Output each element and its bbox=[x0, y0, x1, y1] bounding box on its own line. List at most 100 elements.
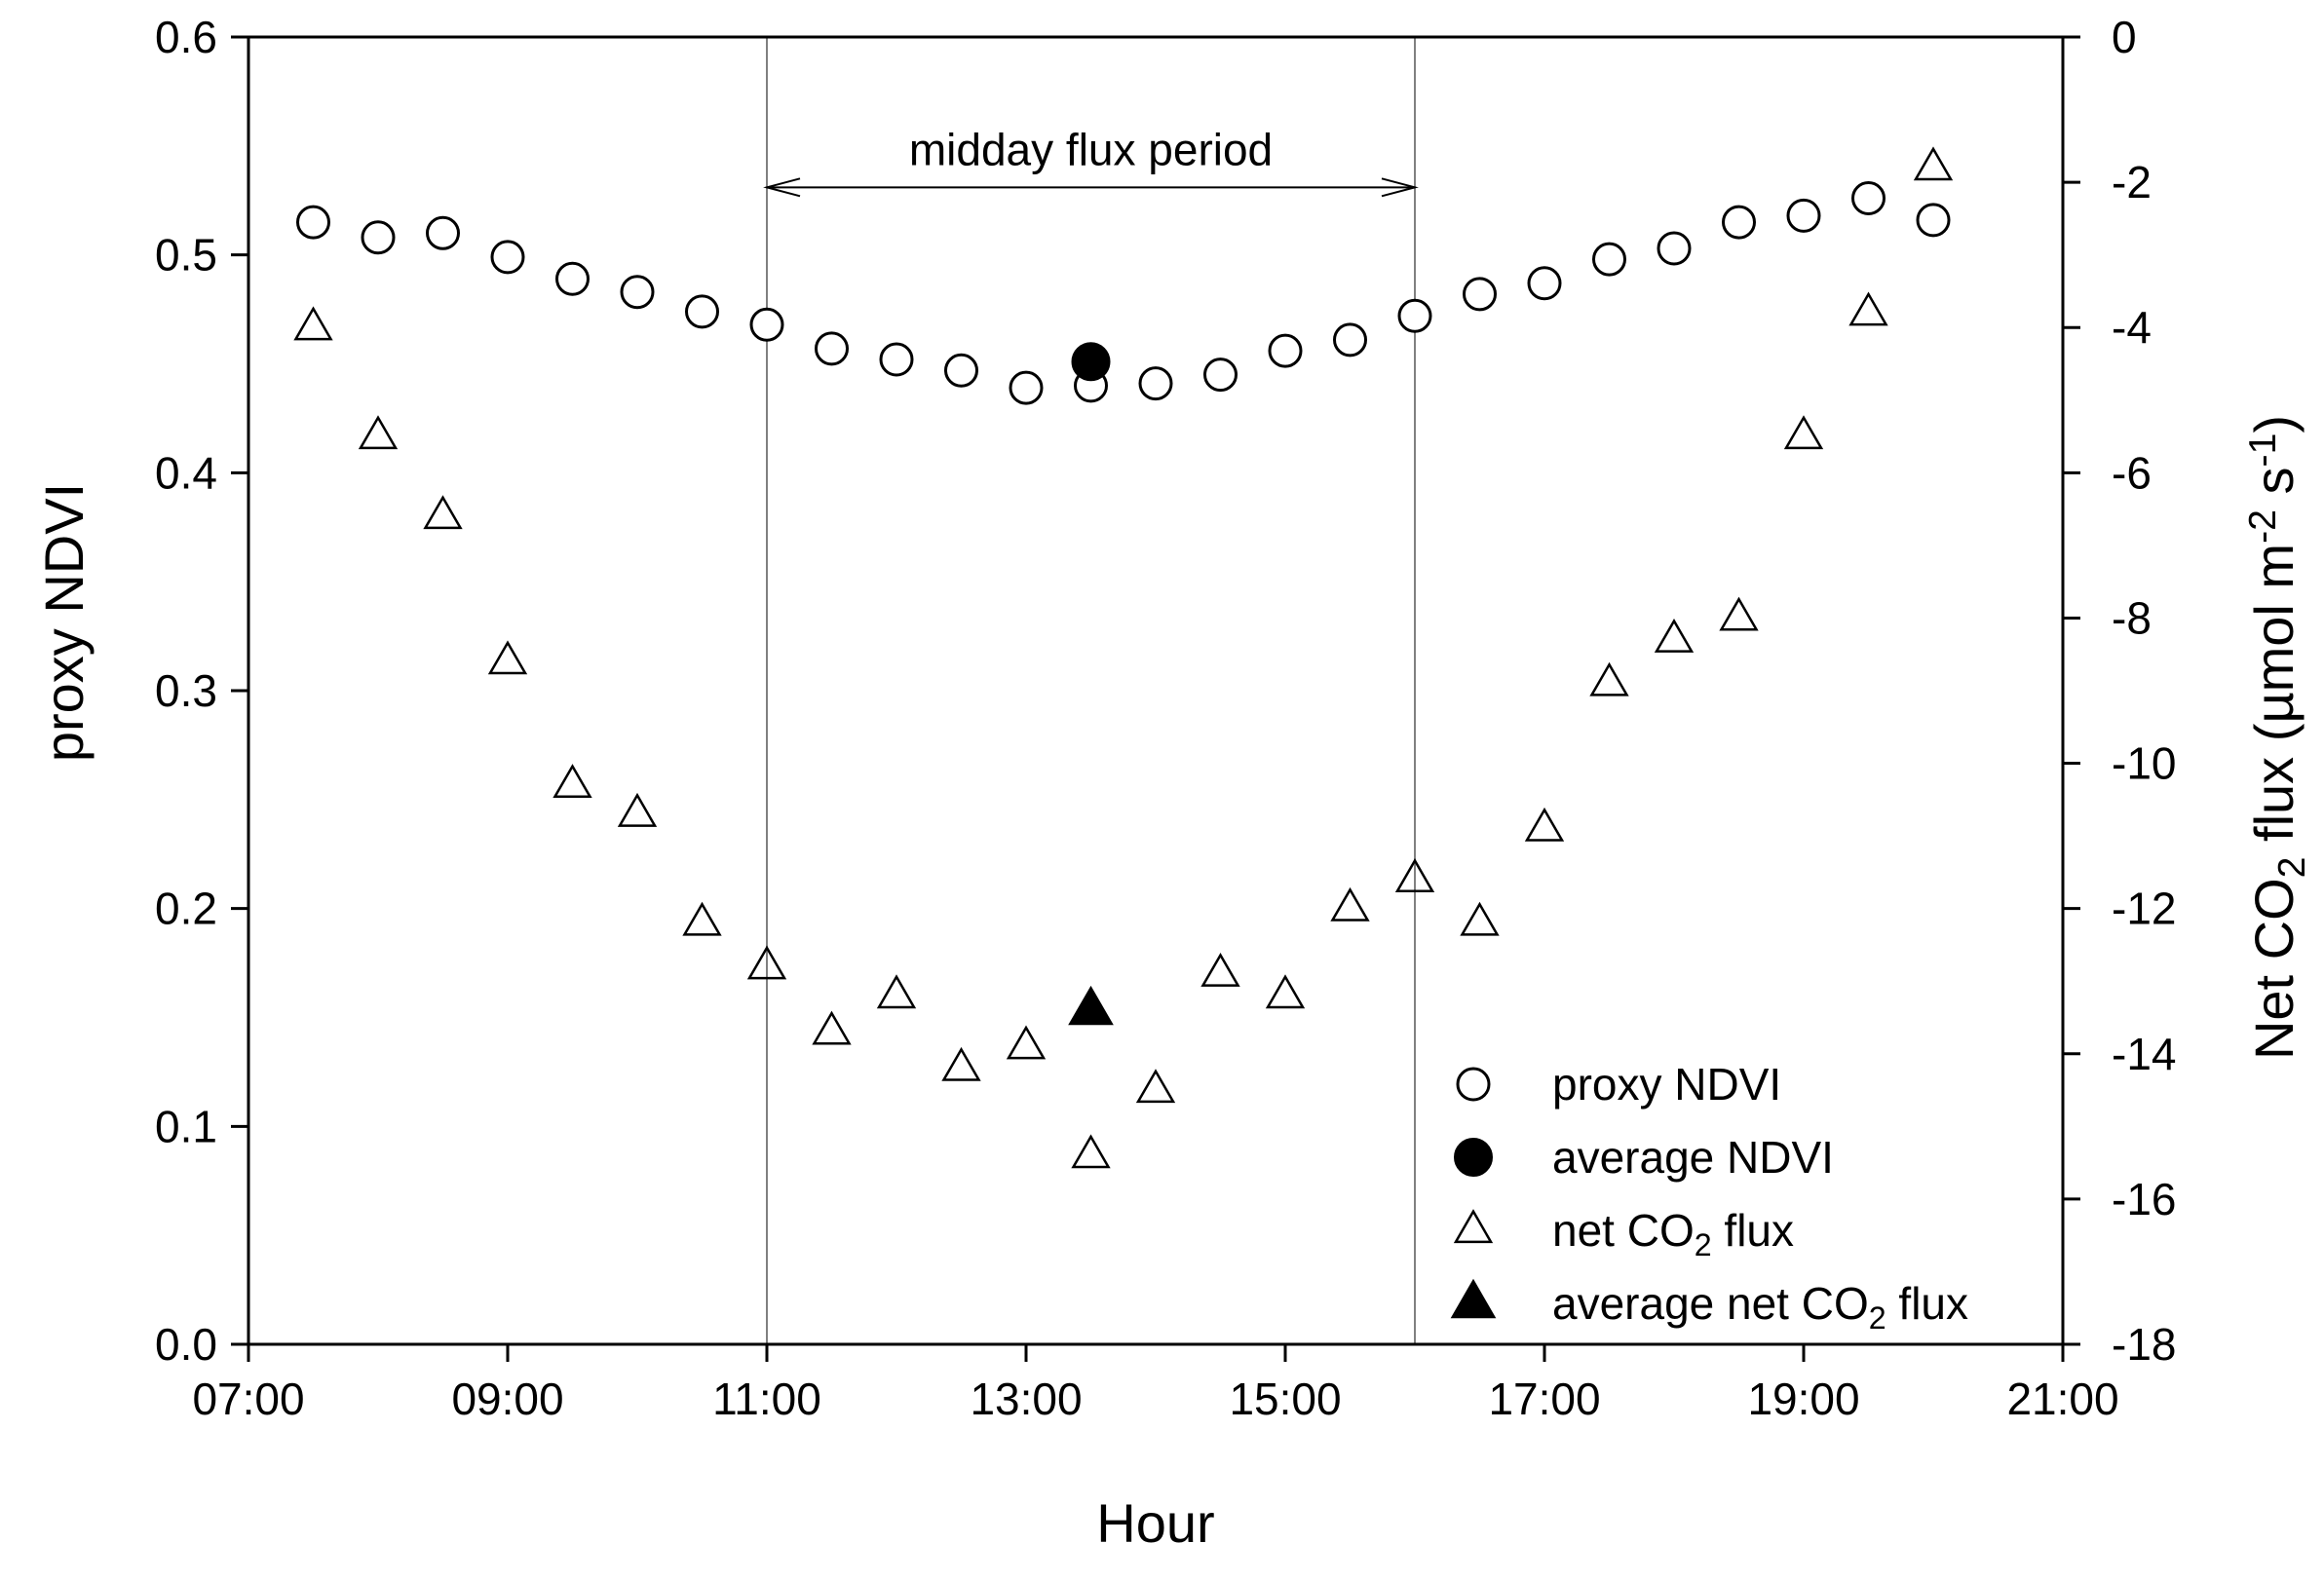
net-co2-flux-point bbox=[1913, 146, 1954, 181]
x-tick-label: 17:00 bbox=[1488, 1374, 1600, 1424]
legend-label-1: average NDVI bbox=[1552, 1132, 1834, 1183]
proxy-ndvi-point bbox=[1463, 277, 1497, 312]
net-co2-flux-point bbox=[1524, 807, 1565, 842]
proxy-ndvi-point bbox=[490, 240, 525, 275]
net-co2-flux-point bbox=[812, 1010, 852, 1045]
right-y-tick-label: -6 bbox=[2112, 447, 2152, 498]
left-y-axis-title: proxy NDVI bbox=[33, 483, 95, 762]
legend-marker-0 bbox=[1456, 1067, 1491, 1102]
right-y-tick-label: -10 bbox=[2112, 738, 2176, 789]
legend-label-3: average net CO2 flux bbox=[1552, 1278, 1968, 1336]
left-y-tick-label: 0.2 bbox=[155, 884, 217, 934]
net-co2-flux-point bbox=[423, 495, 463, 530]
net-co2-flux-point bbox=[746, 945, 787, 980]
net-co2-flux-point bbox=[1071, 1134, 1111, 1169]
legend-label-2-main: net CO bbox=[1552, 1205, 1695, 1256]
right-y-title-sup1: -2 bbox=[2242, 509, 2284, 544]
proxy-ndvi-point bbox=[1527, 266, 1562, 301]
net-co2-flux-point bbox=[1654, 618, 1695, 653]
right-y-title-sup2: -1 bbox=[2242, 433, 2284, 468]
net-co2-flux-point bbox=[293, 306, 333, 341]
proxy-ndvi-point bbox=[1203, 358, 1238, 393]
net-co2-flux-point bbox=[1848, 291, 1888, 326]
left-y-tick-label: 0.4 bbox=[155, 447, 217, 498]
net-co2-flux-point bbox=[487, 640, 528, 675]
net-co2-flux-point bbox=[1006, 1025, 1047, 1060]
legend-marker-2 bbox=[1453, 1209, 1494, 1244]
legend-label-0: proxy NDVI bbox=[1552, 1059, 1781, 1110]
left-y-tick-label: 0.5 bbox=[155, 230, 217, 281]
x-tick-label: 11:00 bbox=[712, 1374, 821, 1424]
proxy-ndvi-point bbox=[1333, 322, 1367, 358]
annotations-layer: midday flux period bbox=[763, 37, 1419, 1344]
net-co2-flux-point bbox=[1265, 974, 1306, 1009]
net-co2-flux-point bbox=[358, 415, 399, 450]
proxy-ndvi-point bbox=[1851, 181, 1886, 216]
net-co2-flux-point bbox=[1783, 415, 1824, 450]
right-y-title-sub: 2 bbox=[2271, 857, 2313, 879]
proxy-ndvi-point bbox=[426, 215, 460, 250]
net-co2-flux-point bbox=[682, 901, 722, 936]
right-y-axis-title: Net CO2 flux (µmol m-2 s-1) bbox=[2242, 415, 2312, 1060]
x-axis-title: Hour bbox=[1096, 1492, 1214, 1554]
net-co2-flux-point bbox=[1330, 886, 1370, 922]
axes-layer: 07:00 09:00 11:00 13:00 15:00 17:00 19:00 21:00… bbox=[155, 12, 2176, 1424]
midday-period-arrow-left-head bbox=[763, 177, 801, 198]
right-y-tick-label: -18 bbox=[2112, 1319, 2176, 1370]
proxy-ndvi-point bbox=[1786, 198, 1821, 233]
net-co2-flux-point bbox=[1589, 661, 1629, 696]
legend-label-3-sub: 2 bbox=[1869, 1300, 1886, 1336]
proxy-ndvi-point bbox=[361, 220, 396, 255]
net-co2-flux-point bbox=[941, 1046, 981, 1081]
proxy-ndvi-point bbox=[1268, 333, 1303, 368]
legend-marker-1 bbox=[1454, 1138, 1493, 1177]
x-tick-label: 07:00 bbox=[192, 1374, 304, 1424]
x-tick-label: 09:00 bbox=[451, 1374, 563, 1424]
proxy-ndvi-point bbox=[879, 342, 914, 377]
right-y-tick-label: -16 bbox=[2112, 1174, 2176, 1224]
net-co2-flux-point bbox=[1460, 901, 1500, 936]
right-y-tick-label: -4 bbox=[2112, 302, 2152, 353]
legend-marker-3 bbox=[1450, 1278, 1497, 1319]
net-co2-flux-point bbox=[617, 792, 658, 827]
right-y-title-rest: flux (µmol m bbox=[2243, 544, 2305, 857]
proxy-ndvi-point bbox=[944, 353, 978, 388]
x-tick-label: 13:00 bbox=[970, 1374, 1082, 1424]
proxy-ndvi-point bbox=[1009, 370, 1044, 405]
proxy-ndvi-point bbox=[1722, 205, 1756, 240]
left-y-tick-label: 0.6 bbox=[155, 12, 217, 62]
right-y-title-main: Net CO bbox=[2243, 878, 2305, 1060]
net-co2-flux-point bbox=[1200, 952, 1240, 987]
net-co2-flux-point bbox=[552, 764, 592, 799]
average-ndvi-point bbox=[1071, 342, 1111, 382]
proxy-ndvi-point bbox=[1397, 298, 1432, 333]
proxy-ndvi-point bbox=[1138, 366, 1173, 401]
right-y-tick-label: 0 bbox=[2112, 12, 2137, 62]
legend-label-3-main: average net CO bbox=[1552, 1278, 1869, 1329]
right-y-title-mid: s bbox=[2243, 467, 2305, 509]
proxy-ndvi-point bbox=[749, 307, 784, 342]
proxy-ndvi-point bbox=[1916, 203, 1951, 238]
net-co2-flux-point bbox=[876, 974, 917, 1009]
average-net-co2-flux-point bbox=[1068, 985, 1114, 1026]
proxy-ndvi-point bbox=[1657, 231, 1692, 266]
x-tick-label: 15:00 bbox=[1229, 1374, 1341, 1424]
marks-layer bbox=[293, 146, 1954, 1169]
x-tick-label: 19:00 bbox=[1747, 1374, 1859, 1424]
proxy-ndvi-point bbox=[555, 261, 590, 296]
legend-label-2: net CO2 flux bbox=[1552, 1205, 1794, 1262]
net-co2-flux-point bbox=[1719, 596, 1759, 631]
right-y-tick-label: -8 bbox=[2112, 592, 2152, 643]
right-y-tick-label: -14 bbox=[2112, 1029, 2176, 1079]
midday-period-arrow-right-head bbox=[1381, 177, 1419, 198]
proxy-ndvi-point bbox=[685, 294, 719, 329]
legend-label-3-rest: flux bbox=[1886, 1278, 1968, 1329]
proxy-ndvi-point bbox=[1592, 242, 1626, 277]
right-y-tick-label: -12 bbox=[2112, 884, 2176, 934]
midday-flux-period-label: midday flux period bbox=[909, 124, 1273, 174]
proxy-ndvi-point bbox=[296, 205, 330, 240]
